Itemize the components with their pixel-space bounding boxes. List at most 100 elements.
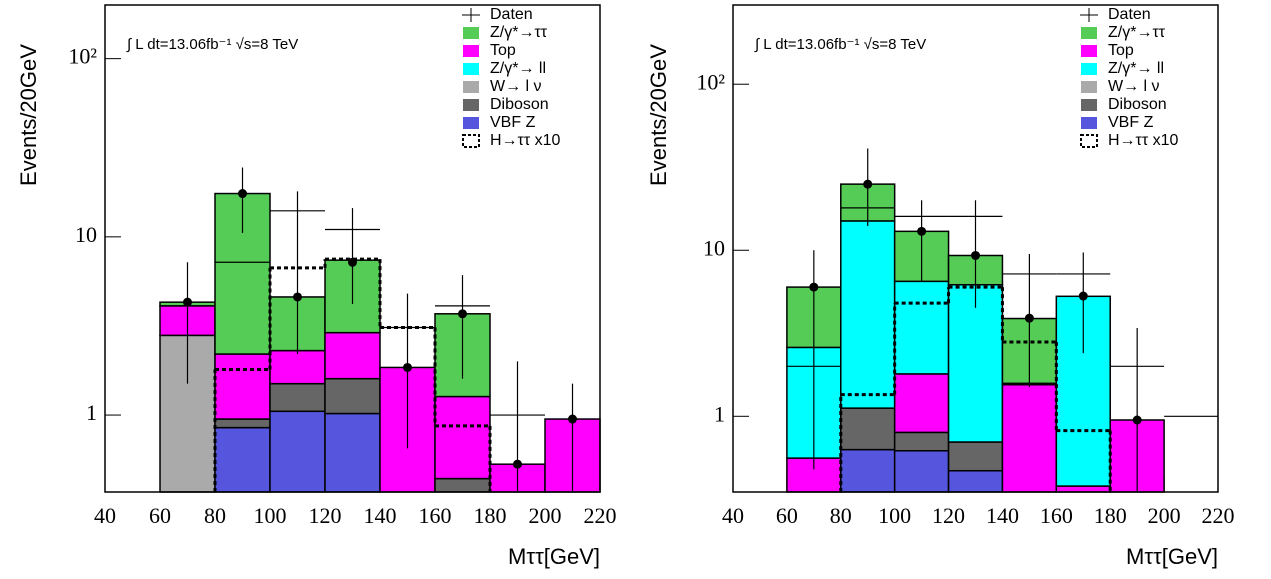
stack-segment xyxy=(1055,485,1111,493)
x-tick-label: 60 xyxy=(776,503,798,528)
stack-segment xyxy=(893,450,950,493)
data-point xyxy=(513,459,522,469)
x-axis-label: Mττ[GeV] xyxy=(508,544,600,569)
x-tick-label: 120 xyxy=(932,503,965,528)
data-point xyxy=(458,309,467,319)
legend-label: Z/γ*→ ll xyxy=(1108,60,1164,77)
x-axis-label: Mττ[GeV] xyxy=(1126,544,1218,569)
y-tick-label: 10 xyxy=(703,235,725,260)
legend-label: VBF Z xyxy=(490,114,536,131)
legend-swatch xyxy=(1081,27,1097,39)
legend-label: VBF Z xyxy=(1108,114,1154,131)
plot-frame xyxy=(732,4,1219,493)
legend-label: Top xyxy=(1108,42,1134,59)
x-tick-label: 80 xyxy=(830,503,852,528)
x-tick-label: 140 xyxy=(986,503,1019,528)
legend-swatch xyxy=(1081,99,1097,111)
legend-swatch xyxy=(462,134,480,148)
legend-label: W→ l ν xyxy=(490,78,542,95)
legend-swatch xyxy=(1081,45,1097,57)
stack-segment xyxy=(840,407,896,451)
legend-swatch xyxy=(1080,134,1098,148)
legend-swatch xyxy=(463,45,479,57)
x-tick-label: 180 xyxy=(474,503,507,528)
x-tick-label: 60 xyxy=(149,503,171,528)
y-tick-label: 10 xyxy=(75,222,97,247)
stack-segment xyxy=(324,412,381,493)
data-point xyxy=(917,226,927,236)
data-point xyxy=(971,250,980,260)
legend-label: Z/γ*→ττ xyxy=(1108,24,1166,41)
x-tick-label: 40 xyxy=(94,503,116,528)
data-point xyxy=(403,362,412,372)
x-tick-label: 100 xyxy=(878,503,911,528)
stack-segment xyxy=(269,382,326,413)
x-tick-label: 220 xyxy=(1202,503,1235,528)
legend-swatch xyxy=(463,27,479,39)
legend-label: Top xyxy=(490,42,516,59)
stack-segment xyxy=(214,418,271,429)
stack-segment xyxy=(893,431,950,452)
data-point xyxy=(568,414,577,424)
legend-label: Diboson xyxy=(1108,96,1167,113)
x-tick-label: 160 xyxy=(419,503,452,528)
panel: 40 60 80 100 120 140 160 180 200 220 1 10 10² Mττ[GeV… xyxy=(646,4,1235,569)
stack-segment xyxy=(947,441,1004,472)
plot-frame xyxy=(104,4,601,493)
legend-label: Diboson xyxy=(490,96,549,113)
x-tick-label: 200 xyxy=(529,503,562,528)
x-tick-label: 180 xyxy=(1094,503,1127,528)
x-tick-label: 120 xyxy=(309,503,342,528)
stack-segment xyxy=(269,349,326,385)
stack-segment xyxy=(893,280,950,375)
stack-segment xyxy=(214,426,271,493)
legend-swatch xyxy=(463,99,479,111)
legend-label: H→ττ x10 xyxy=(490,132,561,149)
legend-label: Z/γ*→ ll xyxy=(490,60,546,77)
data-point xyxy=(863,179,873,189)
legend-label: Daten xyxy=(490,6,533,23)
data-point xyxy=(1024,313,1034,323)
x-tick-label: 40 xyxy=(722,503,744,528)
data-point xyxy=(1132,415,1142,425)
legend-swatch xyxy=(463,63,479,75)
x-tick-label: 220 xyxy=(584,503,617,528)
legend-label: H→ττ x10 xyxy=(1108,132,1179,149)
data-point xyxy=(183,297,192,307)
stack-segment xyxy=(324,331,381,380)
y-axis-label: Events/20GeV xyxy=(16,44,41,186)
legend-label: W→ l ν xyxy=(1108,78,1160,95)
data-point xyxy=(809,282,819,292)
stack-segment xyxy=(947,469,1004,493)
stack-segment xyxy=(269,410,326,493)
x-tick-label: 80 xyxy=(204,503,226,528)
stack-segment xyxy=(434,395,491,480)
legend-swatch xyxy=(463,117,479,129)
data-point xyxy=(293,292,302,302)
legend-swatch xyxy=(1081,81,1097,93)
stack-segment xyxy=(1001,383,1058,493)
data-point xyxy=(1078,291,1088,301)
x-tick-label: 100 xyxy=(254,503,287,528)
x-tick-label: 160 xyxy=(1040,503,1073,528)
legend-swatch xyxy=(1081,63,1097,75)
x-tick-label: 200 xyxy=(1148,503,1181,528)
x-tick-label: 140 xyxy=(364,503,397,528)
stack-segment xyxy=(434,477,491,493)
legend-label: Daten xyxy=(1108,6,1151,23)
stack-segment xyxy=(947,283,1004,443)
stack-segment xyxy=(324,377,381,415)
annotation: ∫ L dt=13.06fb⁻¹ √s=8 TeV xyxy=(754,36,926,53)
legend-swatch xyxy=(1081,117,1097,129)
legend-swatch xyxy=(463,81,479,93)
panel: 40 60 80 100 120 140 160 180 200 220 1 10 10² Mττ[GeV… xyxy=(16,4,617,569)
stack-segment xyxy=(840,220,896,409)
data-point xyxy=(348,257,357,267)
stack-segment xyxy=(840,448,896,493)
annotation: ∫ L dt=13.06fb⁻¹ √s=8 TeV xyxy=(126,36,298,53)
legend-label: Z/γ*→ττ xyxy=(490,24,548,41)
y-axis-label: Events/20GeV xyxy=(646,44,671,186)
data-point xyxy=(238,189,247,199)
